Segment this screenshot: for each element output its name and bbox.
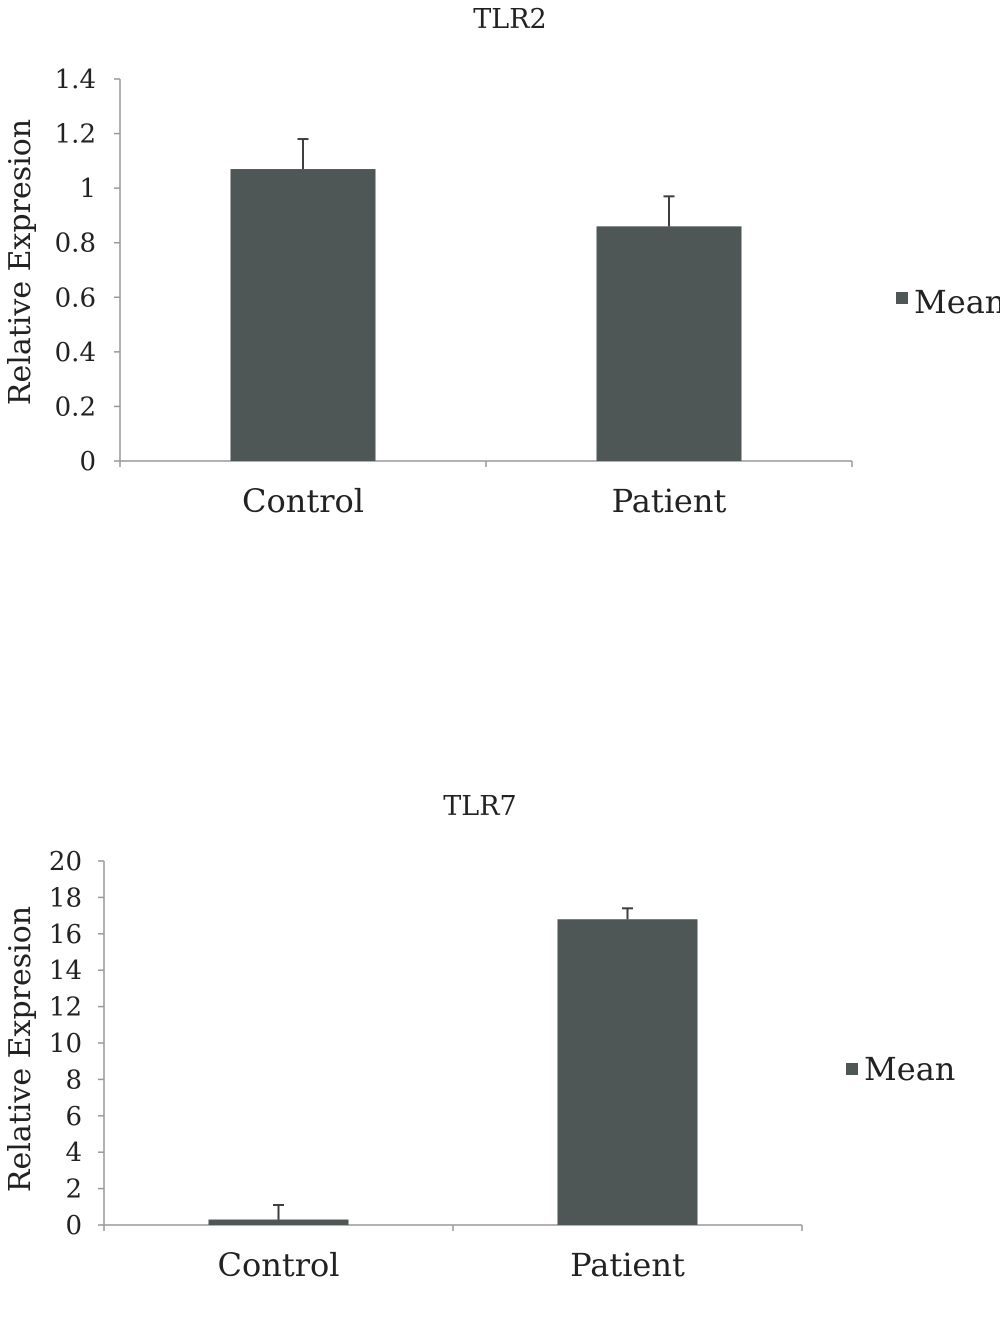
bar-patient bbox=[596, 226, 742, 461]
x-category-label: Control bbox=[242, 482, 364, 520]
chart-tlr2-group: TLR2 Relative Expresion 0 0.2 0.4 0.6 0.8 1 1.2 1… bbox=[3, 4, 1000, 520]
bar-patient bbox=[557, 919, 698, 1225]
y-tick-label: 10 bbox=[49, 1029, 82, 1059]
legend-swatch bbox=[846, 1063, 858, 1075]
chart-tlr7-group: TLR7 Relative Expresion 0 2 4 6 8 10 12 14 16 18 20 C… bbox=[3, 791, 955, 1284]
y-tick-label: 2 bbox=[65, 1175, 82, 1205]
bar-control bbox=[208, 1219, 349, 1225]
y-axis-label: Relative Expresion bbox=[3, 906, 38, 1192]
y-tick-label: 14 bbox=[49, 956, 82, 986]
y-tick-label: 18 bbox=[49, 883, 82, 913]
y-tick-label: 6 bbox=[65, 1102, 82, 1132]
y-tick-label: 1.2 bbox=[55, 120, 96, 150]
y-tick-label: 0 bbox=[65, 1211, 82, 1241]
y-tick-label: 0.2 bbox=[55, 392, 96, 422]
y-tick-label: 1.4 bbox=[55, 65, 96, 95]
x-category-label: Patient bbox=[570, 1246, 685, 1284]
y-tick-label: 4 bbox=[65, 1138, 82, 1168]
y-tick-label: 8 bbox=[65, 1065, 82, 1095]
x-category-label: Control bbox=[217, 1246, 339, 1284]
y-tick-label: 1 bbox=[79, 174, 96, 204]
x-category-label: Patient bbox=[612, 482, 727, 520]
y-tick-label: 12 bbox=[49, 993, 82, 1023]
y-tick-label: 0 bbox=[79, 447, 96, 477]
legend-label: Mean bbox=[864, 1050, 955, 1088]
y-axis-label: Relative Expresion bbox=[3, 119, 38, 405]
y-tick-label: 16 bbox=[49, 920, 82, 950]
y-tick-label: 0.4 bbox=[55, 338, 96, 368]
legend-swatch bbox=[896, 292, 908, 304]
y-tick-label: 0.8 bbox=[55, 229, 96, 259]
chart-title: TLR7 bbox=[443, 791, 516, 822]
chart-title: TLR2 bbox=[473, 4, 546, 35]
y-tick-label: 20 bbox=[49, 847, 82, 877]
legend-label: Mean bbox=[914, 283, 1000, 321]
y-tick-label: 0.6 bbox=[55, 283, 96, 313]
bar-control bbox=[230, 169, 376, 462]
